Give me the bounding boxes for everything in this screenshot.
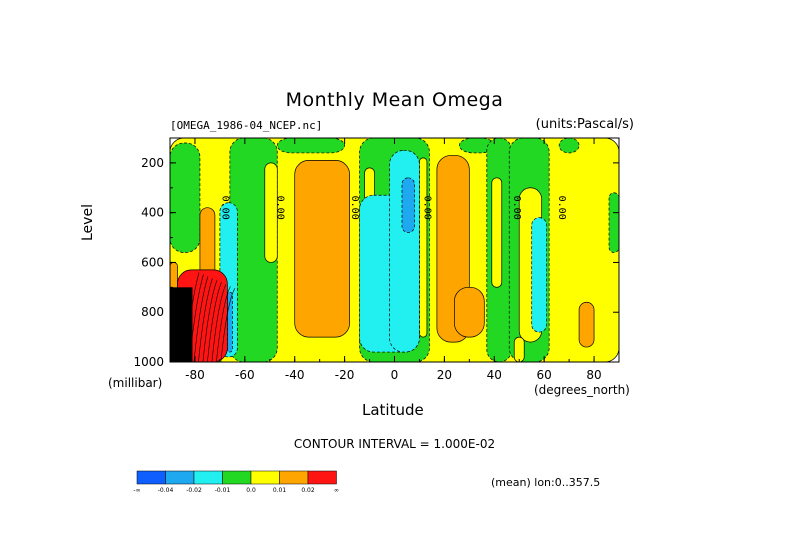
mean-label: (mean) lon:0..357.5 [491, 476, 601, 489]
x-tick-label: -60 [235, 368, 255, 382]
colorbar-label: 0.0 [246, 487, 256, 494]
shaded-region [401, 177, 415, 233]
y-axis-unit: (millibar) [108, 376, 163, 390]
shaded-region [558, 138, 580, 154]
contour-line [202, 280, 218, 362]
x-tick-label: -20 [335, 368, 355, 382]
x-tick-label: -40 [285, 368, 305, 382]
colorbar-label: 0.01 [273, 487, 287, 494]
shaded-region [459, 138, 495, 154]
contour-line [207, 282, 222, 362]
colorbar-label: -∞ [133, 487, 140, 494]
contour-label: 0.00 [511, 196, 522, 220]
x-tick-label: 40 [487, 368, 502, 382]
chart-title: Monthly Mean Omega [285, 89, 504, 111]
colorbar-swatch [193, 470, 223, 485]
contour-line [216, 286, 231, 362]
x-axis-label: Latitude [362, 401, 424, 419]
colorbar-swatch [165, 470, 195, 485]
file-label: [OMEGA_1986-04_NCEP.nc] [170, 119, 323, 132]
y-tick-label: 1000 [133, 355, 164, 369]
contour-label: 0.00 [219, 196, 230, 220]
contour-interval-label: CONTOUR INTERVAL = 1.000E-02 [293, 437, 496, 451]
colorbar-label: -0.02 [186, 487, 202, 494]
y-tick-label: 200 [141, 156, 164, 170]
shaded-region [608, 192, 619, 253]
shaded-region [531, 217, 548, 333]
contour-line [198, 278, 213, 362]
units-label: (units:Pascal/s) [535, 117, 634, 132]
colorbar-label: -0.04 [158, 487, 174, 494]
shaded-region [276, 138, 345, 154]
shaded-region [513, 336, 525, 362]
contour-line [184, 272, 200, 362]
contour-line [189, 274, 204, 362]
contour-line [193, 276, 209, 362]
shaded-region [264, 162, 278, 263]
contour-label: 0.00 [556, 196, 567, 220]
y-tick-label: 800 [141, 305, 164, 319]
colorbar-label: ∞ [334, 487, 339, 494]
x-tick-label: 80 [586, 368, 601, 382]
colorbar-swatch [307, 470, 337, 485]
y-tick-label: 600 [141, 255, 164, 269]
x-tick-label: 20 [437, 368, 452, 382]
colorbar-label: -0.01 [215, 487, 231, 494]
shaded-region [578, 301, 595, 348]
contour-label: 0.00 [349, 196, 360, 220]
colorbar-label: 0.02 [301, 487, 315, 494]
x-axis-unit: (degrees_north) [534, 383, 630, 397]
contour-line [211, 284, 227, 362]
shaded-region [454, 286, 485, 338]
shaded-region [491, 177, 503, 288]
colorbar-swatch [222, 470, 252, 485]
shaded-region [419, 157, 428, 338]
contour-label: 0.00 [421, 196, 432, 220]
colorbar-swatch [250, 470, 280, 485]
shaded-region [170, 142, 201, 253]
contour-label: 0.00 [274, 196, 285, 220]
x-tick-label: -80 [185, 368, 205, 382]
plot-area [170, 138, 619, 362]
shaded-region [294, 160, 350, 338]
colorbar-swatch [279, 470, 309, 485]
colorbar-swatch [136, 470, 166, 485]
x-tick-label: 0 [391, 368, 399, 382]
contour-line [220, 288, 236, 362]
y-tick-label: 400 [141, 206, 164, 220]
x-tick-label: 60 [537, 368, 552, 382]
